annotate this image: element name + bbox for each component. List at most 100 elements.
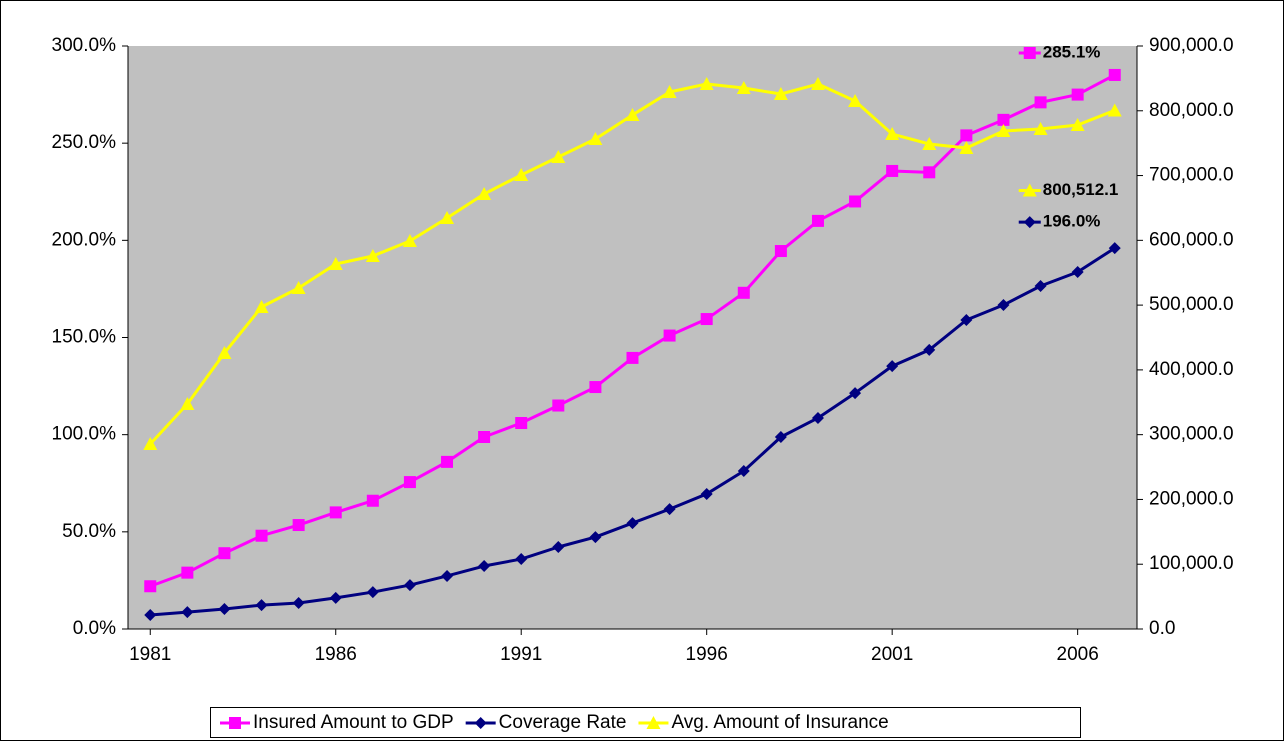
y2-tick-label: 100,000.0	[1149, 553, 1234, 574]
marker	[960, 314, 973, 327]
x-tick-label: 1981	[129, 644, 171, 665]
y-tick-label: 300.0%	[52, 35, 117, 56]
x-tick-label: 1996	[686, 644, 728, 665]
y-tick-label: 50.0%	[62, 521, 116, 542]
y2-tick-label: 700,000.0	[1149, 165, 1234, 186]
marker	[626, 351, 639, 364]
marker	[181, 606, 194, 619]
marker	[997, 113, 1010, 126]
data-label: 196.0%	[1043, 212, 1101, 231]
marker	[589, 381, 602, 394]
marker	[997, 299, 1010, 312]
marker	[662, 84, 677, 98]
marker	[217, 345, 232, 359]
marker	[996, 123, 1011, 137]
y2-tick-label: 900,000.0	[1149, 35, 1234, 56]
marker	[1022, 183, 1037, 197]
marker	[329, 591, 342, 604]
x-tick-label: 2006	[1057, 644, 1099, 665]
y2-tick-label: 400,000.0	[1149, 359, 1234, 380]
marker	[144, 580, 157, 593]
marker	[589, 531, 602, 544]
y-tick-label: 0.0%	[73, 618, 116, 639]
marker	[1107, 103, 1122, 117]
marker	[885, 127, 900, 141]
marker	[440, 210, 455, 224]
y-tick-label: 250.0%	[52, 132, 117, 153]
marker	[328, 256, 343, 270]
x-tick-label: 1991	[500, 644, 542, 665]
marker	[811, 411, 824, 424]
y2-tick-label: 0.0	[1149, 618, 1175, 639]
marker	[478, 430, 491, 443]
marker	[811, 214, 824, 227]
marker	[292, 596, 305, 609]
y2-tick-label: 200,000.0	[1149, 488, 1234, 509]
marker	[1034, 96, 1047, 109]
marker	[1023, 46, 1036, 59]
marker	[515, 417, 528, 430]
marker	[218, 602, 231, 615]
marker	[514, 167, 529, 181]
marker	[292, 519, 305, 532]
marker	[144, 609, 157, 622]
marker	[366, 494, 379, 507]
marker	[551, 150, 566, 164]
marker	[737, 286, 750, 299]
marker	[1033, 121, 1048, 135]
y2-tick-label: 500,000.0	[1149, 294, 1234, 315]
marker	[699, 77, 714, 91]
y2-tick-label: 800,000.0	[1149, 100, 1234, 121]
marker	[849, 387, 862, 400]
marker	[923, 343, 936, 356]
marker	[474, 717, 487, 729]
marker	[1108, 242, 1121, 255]
marker	[366, 586, 379, 599]
marker	[402, 233, 417, 247]
marker	[700, 487, 713, 500]
marker	[663, 329, 676, 342]
marker	[700, 313, 713, 326]
marker	[403, 579, 416, 592]
marker	[180, 397, 195, 411]
marker	[588, 132, 603, 146]
marker	[143, 436, 158, 450]
marker	[291, 281, 306, 295]
marker	[810, 77, 825, 91]
y-tick-label: 150.0%	[52, 327, 117, 348]
marker	[181, 566, 194, 579]
marker	[886, 360, 899, 373]
marker	[625, 107, 640, 121]
marker	[403, 476, 416, 489]
data-label: 800,512.1	[1043, 180, 1119, 199]
marker	[365, 249, 380, 263]
marker	[736, 81, 751, 95]
marker	[886, 164, 899, 177]
marker	[646, 716, 661, 729]
marker	[441, 569, 454, 582]
marker	[515, 553, 528, 566]
marker	[626, 517, 639, 530]
marker	[774, 430, 787, 443]
marker	[552, 540, 565, 553]
marker	[1070, 118, 1085, 132]
marker	[774, 245, 787, 258]
marker	[229, 717, 241, 729]
x-tick-label: 1986	[315, 644, 357, 665]
legend-label: Insured Amount to GDP	[253, 712, 454, 733]
marker	[1071, 88, 1084, 101]
marker	[1034, 280, 1047, 293]
marker	[477, 187, 492, 201]
marker	[478, 560, 491, 573]
marker	[1108, 68, 1121, 81]
marker	[773, 87, 788, 101]
marker	[848, 93, 863, 107]
marker	[959, 141, 974, 155]
plot-area	[128, 46, 1137, 629]
y-tick-label: 200.0%	[52, 229, 117, 250]
marker	[255, 599, 268, 612]
y-tick-label: 100.0%	[52, 424, 117, 445]
data-label: 285.1%	[1043, 42, 1101, 61]
marker	[329, 506, 342, 519]
